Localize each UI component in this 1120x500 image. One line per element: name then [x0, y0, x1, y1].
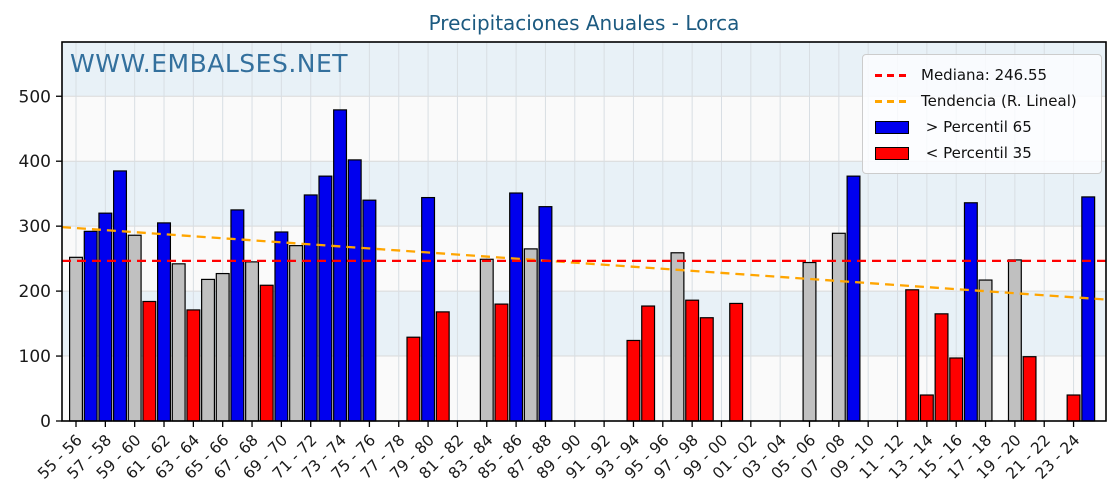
legend-item-p65: > Percentil 65 [869, 114, 1093, 140]
bar-75-76 [362, 199, 377, 422]
y-tick-label: 100 [19, 347, 51, 367]
bar-63-64 [186, 309, 201, 422]
bar-83-84 [479, 258, 494, 422]
y-tick-label: 300 [19, 217, 51, 237]
bar-19-20 [1007, 259, 1022, 422]
bar-17-18 [978, 279, 993, 422]
bar-74-75 [347, 159, 362, 422]
trend-dashed-line-icon [875, 99, 909, 103]
bar-23-24 [1066, 394, 1081, 422]
bar-71-72 [303, 194, 318, 422]
bar-79-80 [421, 196, 436, 422]
legend-item-median: Mediana: 246.55 [869, 62, 1093, 88]
bar-73-74 [333, 109, 348, 422]
y-tick-label: 500 [19, 87, 51, 107]
bar-55-56 [68, 256, 83, 422]
red-bar-swatch-icon [875, 146, 909, 160]
bar-00-01 [729, 302, 744, 422]
bar-68-69 [259, 284, 274, 422]
y-tick-label: 400 [19, 152, 51, 172]
legend-item-p35: < Percentil 35 [869, 140, 1093, 166]
bar-05-06 [802, 261, 817, 422]
bar-97-98 [685, 299, 700, 422]
bar-20-21 [1022, 356, 1037, 422]
legend-trend-label: Tendencia (R. Lineal) [921, 92, 1077, 110]
bar-85-86 [509, 192, 524, 422]
bar-70-71 [289, 245, 304, 422]
bar-59-60 [127, 234, 142, 422]
legend: Mediana: 246.55 Tendencia (R. Lineal) > … [862, 54, 1102, 174]
bar-16-17 [963, 202, 978, 422]
bar-60-61 [142, 300, 157, 422]
bar-64-65 [201, 278, 216, 422]
blue-bar-swatch-icon [875, 120, 909, 134]
plot-border [61, 41, 1107, 422]
bar-61-62 [157, 222, 172, 422]
legend-item-trend: Tendencia (R. Lineal) [869, 88, 1093, 114]
y-tick-label: 0 [40, 412, 51, 432]
bar-12-13 [905, 289, 920, 422]
bar-86-87 [523, 248, 538, 422]
bar-14-15 [934, 313, 949, 422]
bar-78-79 [406, 336, 421, 422]
bar-15-16 [949, 357, 964, 422]
bar-62-63 [171, 263, 186, 422]
bar-80-81 [435, 311, 450, 422]
bar-98-99 [699, 317, 714, 422]
legend-median-label: Mediana: 246.55 [921, 66, 1048, 84]
bar-94-95 [641, 305, 656, 422]
watermark-text: WWW.EMBALSES.NET [70, 49, 349, 78]
bar-87-88 [538, 206, 553, 422]
median-dashed-line-icon [875, 73, 909, 77]
bar-84-85 [494, 303, 509, 422]
bar-58-59 [113, 170, 128, 422]
legend-p35-label: < Percentil 35 [921, 144, 1032, 162]
bar-65-66 [215, 272, 230, 422]
trend-line [61, 225, 1107, 301]
bar-67-68 [245, 261, 260, 422]
bar-57-58 [98, 212, 113, 422]
bar-24-25 [1081, 196, 1096, 422]
bar-72-73 [318, 175, 333, 422]
bar-66-67 [230, 209, 245, 422]
bar-13-14 [919, 394, 934, 422]
bar-08-09 [846, 175, 861, 422]
y-tick-label: 200 [19, 282, 51, 302]
bar-93-94 [626, 339, 641, 422]
chart-title: Precipitaciones Anuales - Lorca [428, 11, 740, 35]
bar-96-97 [670, 252, 685, 422]
legend-p65-label: > Percentil 65 [921, 118, 1032, 136]
